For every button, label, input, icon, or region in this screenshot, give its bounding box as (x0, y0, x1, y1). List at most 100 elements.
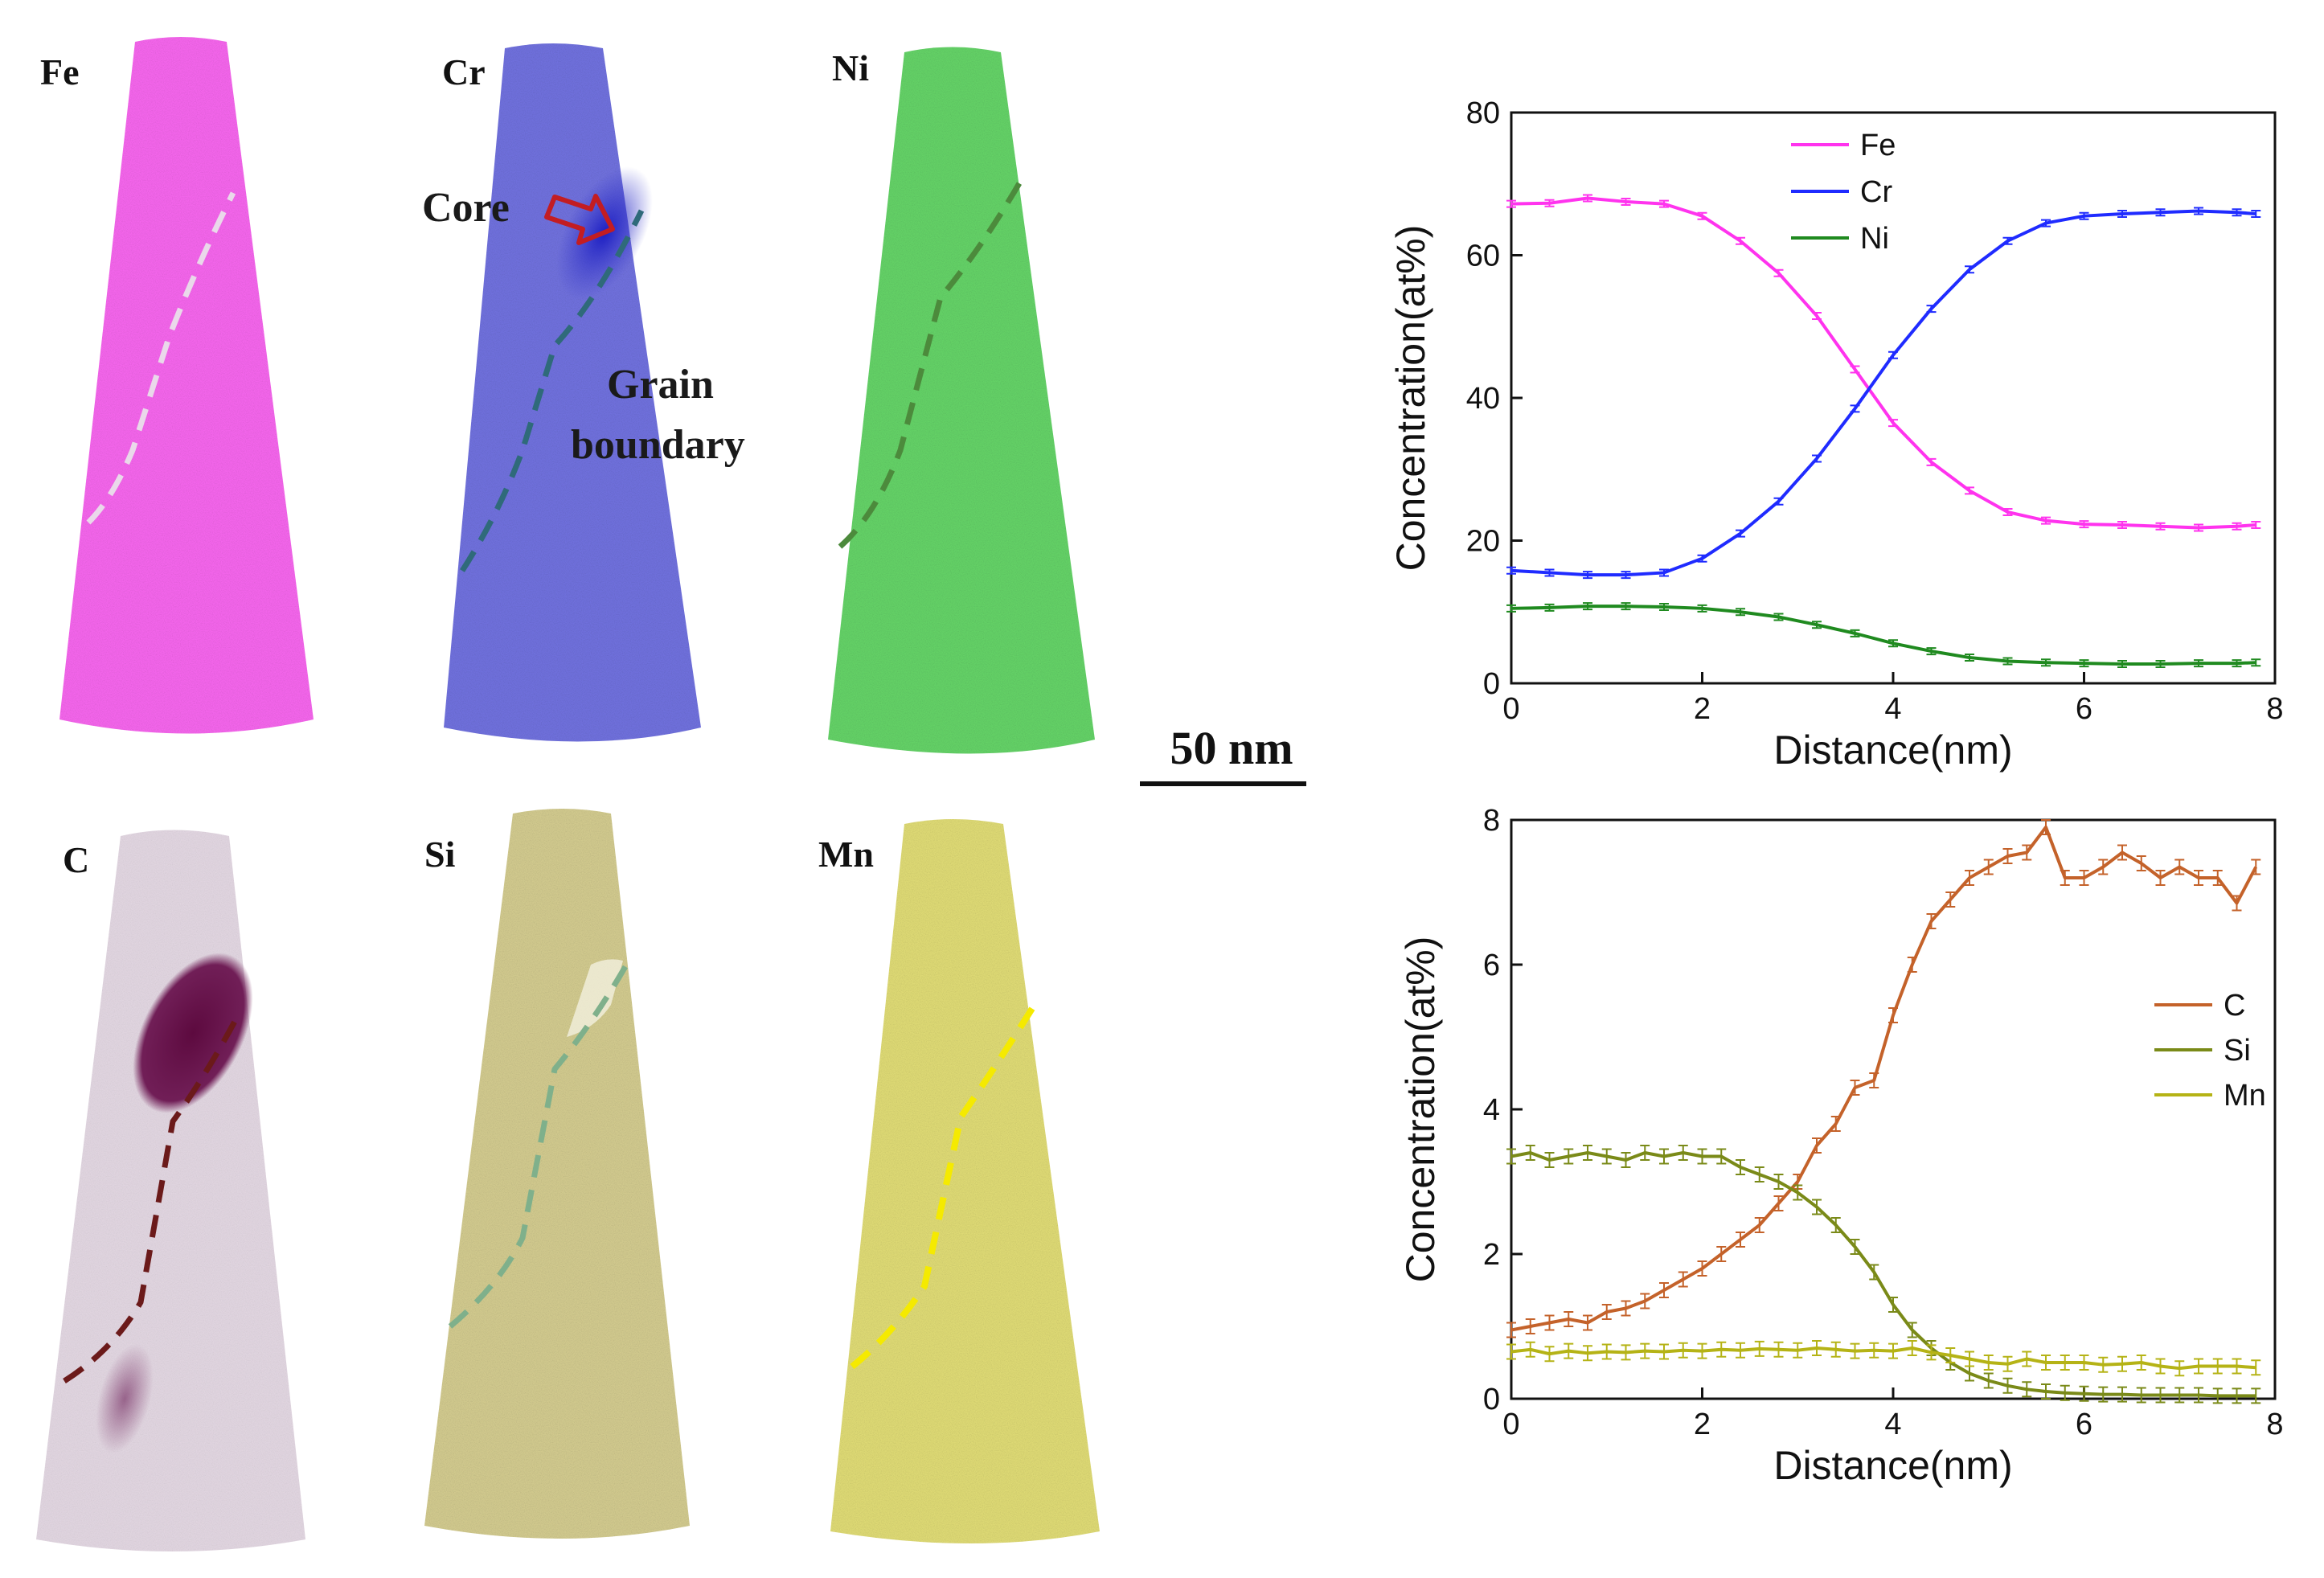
data-point-ni (2155, 660, 2166, 669)
data-point-si (1869, 1264, 1879, 1281)
y-tick-label: 0 (1483, 667, 1500, 701)
reconstruction-mn: Mn (818, 819, 1100, 1543)
data-point-si (1678, 1145, 1688, 1161)
data-point-si (1907, 1322, 1917, 1338)
data-point-cr (1659, 568, 1669, 577)
data-point-fe (2041, 516, 2051, 525)
legend-label-cr: Cr (1860, 175, 1892, 209)
data-point-ni (1659, 603, 1669, 612)
data-point-mn (2212, 1358, 2223, 1375)
data-point-mn (2155, 1358, 2166, 1375)
data-point-cr (2232, 208, 2242, 217)
legend-label-si: Si (2224, 1034, 2251, 1068)
label-ni: Ni (832, 47, 869, 88)
x-tick-label: 8 (2266, 1408, 2283, 1441)
data-point-cr (1621, 571, 1631, 580)
carbon-core (133, 953, 253, 1113)
data-point-ni (2079, 659, 2089, 668)
data-point-si (1583, 1145, 1592, 1161)
data-point-mn (1601, 1343, 1612, 1360)
data-point-fe (2194, 523, 2203, 532)
data-point-cr (1850, 404, 1860, 413)
data-point-cr (1544, 568, 1555, 577)
data-point-c (1869, 1072, 1879, 1088)
data-point-mn (2194, 1358, 2203, 1375)
data-point-ni (1812, 621, 1822, 629)
data-point-c (1983, 859, 1994, 875)
data-point-c (2194, 870, 2203, 886)
data-point-mn (1678, 1342, 1688, 1359)
legend-label-c: C (2224, 989, 2245, 1023)
data-point-c (1907, 957, 1917, 973)
data-point-c (1621, 1300, 1631, 1317)
data-point-si (2002, 1377, 2013, 1394)
data-point-cr (1926, 305, 1937, 314)
data-point-fe (1926, 457, 1937, 466)
data-point-ni (2251, 658, 2261, 667)
data-point-fe (2155, 522, 2166, 531)
data-point-c (1678, 1271, 1688, 1288)
carbon-cluster (96, 1343, 154, 1454)
data-point-cr (2041, 219, 2051, 227)
label-core: Core (422, 185, 510, 231)
data-point-ni (2117, 660, 2127, 669)
data-point-fe (2079, 520, 2089, 529)
label-c: C (63, 839, 89, 880)
data-point-c (1850, 1080, 1860, 1096)
data-point-fe (1965, 486, 1974, 495)
chart-fe-cr-ni: 0 2 4 6 8020406080Distance(nm)Concentration(… (1388, 96, 2284, 773)
series-line-si (1510, 1151, 2256, 1398)
data-point-fe (1736, 236, 1745, 245)
data-point-mn (1773, 1341, 1784, 1358)
data-point-si (1621, 1152, 1631, 1168)
data-point-fe (1773, 268, 1784, 277)
data-point-ni (1583, 602, 1592, 611)
data-point-c (1926, 913, 1937, 929)
y-tick-label: 6 (1483, 949, 1500, 982)
data-point-cr (2194, 207, 2203, 215)
x-tick-label: 6 (2076, 692, 2092, 726)
reconstruction-si: Si (424, 809, 690, 1539)
label-mn: Mn (818, 834, 874, 875)
data-point-c (1506, 1322, 1516, 1338)
tip-c (36, 830, 305, 1551)
series-line-c (1510, 826, 2258, 1332)
data-point-si (1640, 1145, 1650, 1161)
reconstruction-cr: Cr Core Grain boundary (422, 43, 745, 742)
data-point-c (1640, 1293, 1650, 1310)
data-point-fe (2251, 520, 2261, 529)
data-point-c (2002, 848, 2013, 864)
data-point-fe (1888, 419, 1898, 428)
data-point-c (2155, 870, 2166, 886)
data-point-c (1659, 1282, 1669, 1298)
data-point-c (2079, 870, 2089, 886)
data-point-c (2232, 895, 2242, 912)
data-point-c (1773, 1195, 1784, 1211)
x-axis-label: Distance(nm) (1773, 728, 2012, 773)
data-point-mn (2041, 1355, 2051, 1371)
data-point-si (1773, 1174, 1784, 1190)
x-tick-label: 0 (1502, 692, 1519, 726)
data-point-c (1736, 1232, 1745, 1248)
data-point-ni (1926, 647, 1937, 656)
data-point-c (1945, 891, 1956, 908)
data-point-ni (1544, 603, 1555, 612)
data-point-si (1850, 1239, 1860, 1255)
data-point-c (1583, 1314, 1592, 1331)
legend-label-mn: Mn (2224, 1079, 2266, 1113)
data-point-ni (2194, 659, 2203, 668)
x-tick-label: 4 (1884, 1408, 1901, 1441)
data-point-si (1983, 1372, 1994, 1389)
y-tick-label: 4 (1483, 1093, 1500, 1127)
data-point-c (2022, 844, 2032, 861)
data-point-mn (1812, 1340, 1822, 1356)
data-point-mn (2136, 1355, 2146, 1371)
data-point-ni (2041, 658, 2051, 667)
x-axis-label: Distance(nm) (1773, 1443, 2012, 1488)
data-point-si (2155, 1387, 2166, 1404)
data-point-c (1716, 1246, 1727, 1262)
data-point-mn (1754, 1340, 1765, 1357)
data-point-c (1525, 1318, 1535, 1334)
y-tick-label: 2 (1483, 1238, 1500, 1272)
grain-boundary-ni (838, 182, 1023, 549)
